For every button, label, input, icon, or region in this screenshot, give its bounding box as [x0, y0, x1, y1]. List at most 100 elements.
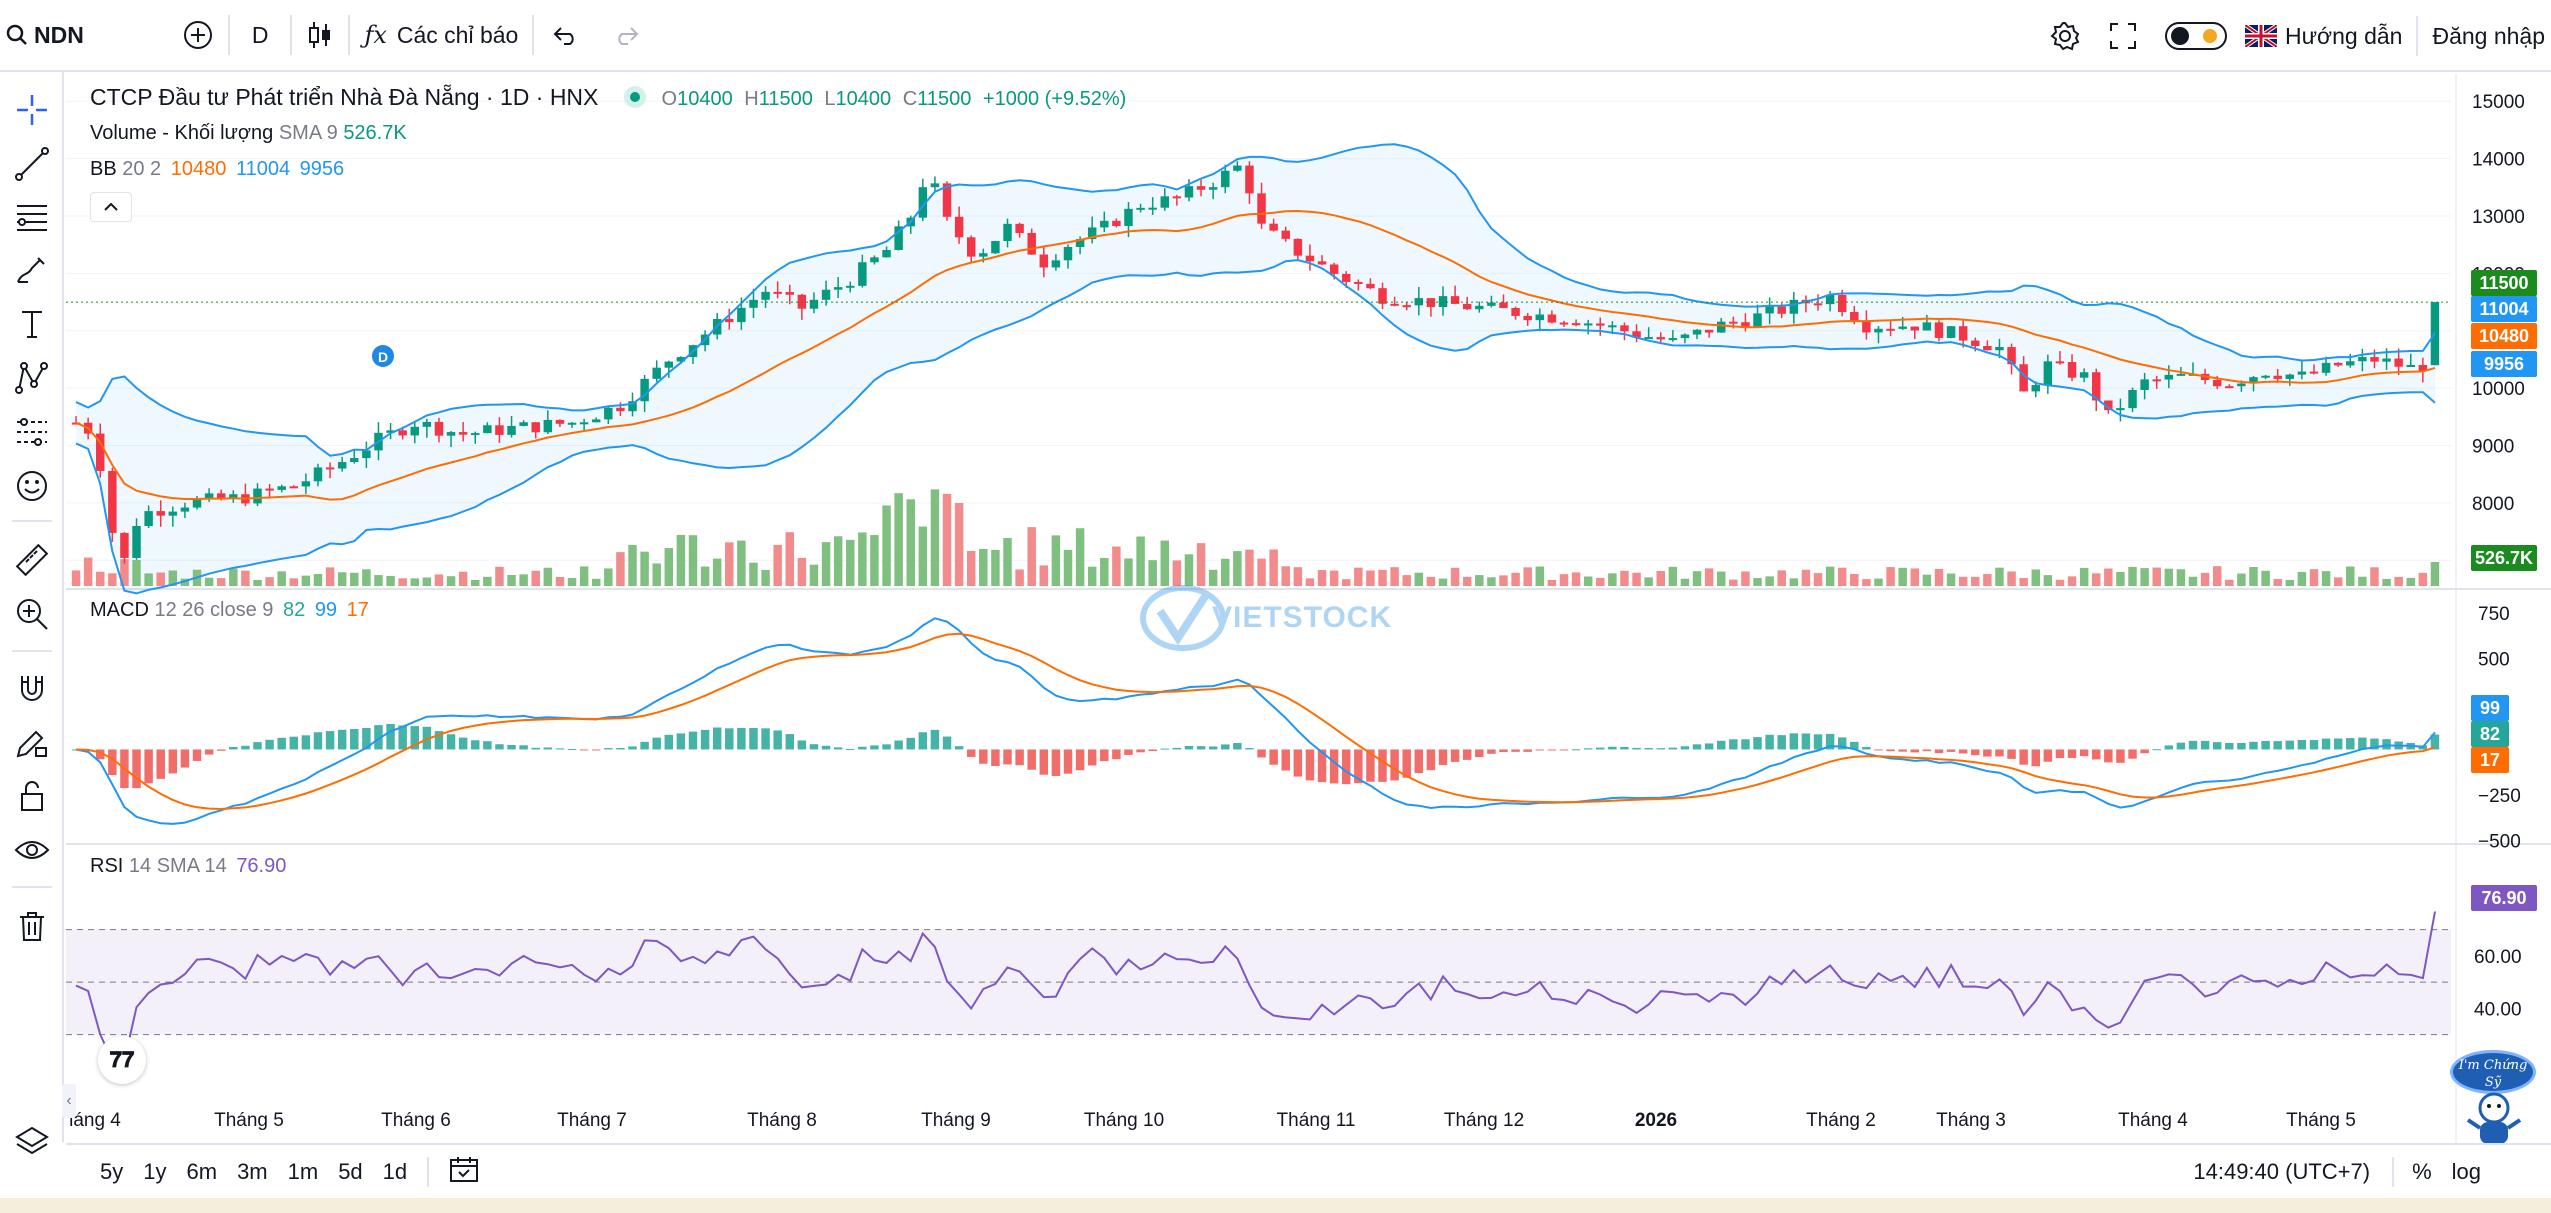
range-button-1m[interactable]: 1m: [287, 1158, 319, 1184]
mascot-badge[interactable]: I'm Chứng Sỹ: [2448, 1050, 2544, 1148]
clock-time[interactable]: 14:49:40 (UTC+7): [2193, 1158, 2371, 1184]
time-axis-label: 2026: [1635, 1110, 1677, 1131]
forecast-tool[interactable]: [12, 412, 52, 452]
tradingview-icon: 𝟕𝟕: [109, 1047, 135, 1073]
macd-histogram-bar: [1680, 746, 1690, 750]
bb-legend[interactable]: BB 20 2 10480 11004 9956: [90, 158, 344, 181]
macd-histogram-bar: [1172, 747, 1182, 750]
watermark-text: VIETSTOCK: [1212, 601, 1393, 634]
object-tree-tool[interactable]: [12, 1122, 52, 1162]
volume-bar: [1583, 576, 1593, 586]
volume-bar: [1620, 570, 1629, 586]
macd-histogram-bar: [1196, 746, 1206, 750]
macd-histogram-bar: [495, 744, 504, 750]
volume-bar: [2430, 562, 2440, 586]
text-tool[interactable]: [12, 304, 52, 344]
range-button-1y[interactable]: 1y: [143, 1158, 167, 1184]
volume-legend[interactable]: Volume - Khối lượng SMA 9 526.7K: [90, 122, 407, 145]
macd-histogram-bar: [1281, 749, 1290, 771]
volume-bar: [1075, 528, 1085, 586]
candle-body: [1196, 186, 1206, 190]
macd-histogram-bar: [2321, 738, 2331, 750]
chart-area[interactable]: 1500014000130001200010000900080007000750…: [66, 74, 2551, 1143]
stay-drawing-tool[interactable]: [12, 722, 52, 762]
hide-drawings-tool[interactable]: [12, 830, 52, 870]
interval-label: D: [251, 21, 269, 48]
date-range-button[interactable]: [439, 1155, 489, 1189]
range-button-1d[interactable]: 1d: [382, 1158, 408, 1184]
macd-pane: [71, 617, 2440, 825]
trend-line-tool[interactable]: [12, 144, 52, 184]
volume-bar: [894, 493, 903, 586]
time-axis-label: Tháng 3: [1936, 1110, 2006, 1131]
brush-tool[interactable]: [12, 250, 52, 290]
indicators-button[interactable]: ƒx Các chỉ báo: [350, 0, 532, 71]
settings-button[interactable]: [2035, 0, 2095, 72]
macd-histogram-bar: [337, 729, 347, 750]
compare-button[interactable]: [168, 0, 228, 71]
candle-body: [1656, 337, 1665, 340]
range-button-5y[interactable]: 5y: [100, 1158, 124, 1184]
macd-histogram-bar: [785, 734, 795, 750]
candle-body: [652, 367, 661, 379]
range-button-3m[interactable]: 3m: [237, 1158, 268, 1184]
volume-bar: [1184, 554, 1194, 586]
expand-panel-button[interactable]: ‹: [62, 1084, 76, 1118]
candle-body: [1608, 325, 1617, 328]
zoom-tool[interactable]: [12, 594, 52, 634]
fullscreen-button[interactable]: [2095, 0, 2151, 72]
candle-body: [386, 430, 395, 433]
candle-body: [1414, 298, 1424, 306]
tradingview-logo[interactable]: 𝟕𝟕: [98, 1036, 146, 1084]
crosshair-tool[interactable]: [12, 90, 52, 130]
magnet-tool[interactable]: [12, 668, 52, 708]
candle-body: [628, 401, 637, 412]
candle-body: [1221, 170, 1230, 188]
candle-body: [458, 432, 468, 435]
macd-histogram-bar: [1547, 749, 1557, 751]
remove-drawings-tool[interactable]: [12, 906, 52, 946]
interval-button[interactable]: D: [230, 0, 291, 71]
macd-histogram-bar: [616, 747, 625, 750]
guide-button[interactable]: Hướng dẫn: [2241, 0, 2416, 72]
symbol-search[interactable]: NDN: [0, 0, 98, 71]
dividend-marker[interactable]: D: [372, 345, 394, 367]
volume-bar: [1971, 576, 1980, 586]
collapse-legend-button[interactable]: [90, 192, 132, 222]
undo-button[interactable]: [534, 0, 596, 71]
candle-body: [1971, 340, 1980, 347]
rsi-legend[interactable]: RSI 14 SMA 14 76.90: [90, 855, 286, 878]
login-button[interactable]: Đăng nhập: [2418, 0, 2551, 72]
redo-button[interactable]: [596, 0, 658, 71]
measure-tool[interactable]: [12, 540, 52, 580]
fib-tool[interactable]: [12, 198, 52, 238]
chart-type-button[interactable]: [292, 0, 348, 71]
percent-toggle[interactable]: %: [2412, 1158, 2432, 1184]
volume-bar: [289, 578, 299, 586]
volume-bar: [1680, 578, 1690, 586]
volume-bar: [1426, 576, 1436, 586]
range-button-5d[interactable]: 5d: [338, 1158, 363, 1184]
candle-body: [2031, 385, 2040, 392]
drawing-toolbar: [0, 72, 64, 1155]
macd-histogram-bar: [96, 749, 105, 760]
symbol-label: NDN: [34, 21, 84, 48]
candle-body: [1341, 273, 1351, 282]
lock-drawings-tool[interactable]: [12, 776, 52, 816]
open-value: 10400: [677, 88, 733, 110]
log-toggle[interactable]: log: [2451, 1158, 2481, 1184]
macd-histogram-bar: [1051, 749, 1061, 776]
macd-legend[interactable]: MACD 12 26 close 9 82 99 17: [90, 599, 369, 622]
theme-toggle[interactable]: [2151, 0, 2241, 72]
top-toolbar: NDN D ƒx Các chỉ báo Hướng dẫn Đăng nh: [0, 0, 2551, 72]
emoji-tool[interactable]: [12, 466, 52, 506]
guide-label: Hướng dẫn: [2285, 22, 2403, 49]
candle-body: [1015, 223, 1024, 233]
macd-histogram-bar: [1100, 749, 1109, 762]
volume-bar: [1329, 570, 1339, 586]
candle-body: [156, 511, 165, 516]
macd-histogram-bar: [1571, 749, 1581, 751]
range-button-6m[interactable]: 6m: [186, 1158, 218, 1184]
volume-bar: [1293, 567, 1303, 586]
pattern-tool[interactable]: [12, 358, 52, 398]
